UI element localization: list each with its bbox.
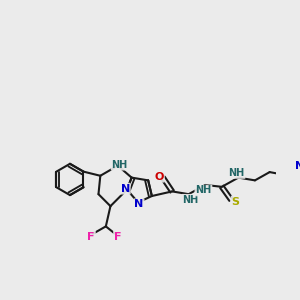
Text: NH: NH bbox=[182, 195, 199, 205]
Text: N: N bbox=[134, 199, 144, 209]
Text: S: S bbox=[232, 196, 240, 206]
Text: O: O bbox=[154, 172, 164, 182]
Text: N: N bbox=[296, 160, 300, 171]
Text: N: N bbox=[121, 184, 130, 194]
Text: NH: NH bbox=[195, 185, 212, 196]
Text: NH: NH bbox=[112, 160, 128, 170]
Text: F: F bbox=[87, 232, 95, 242]
Text: F: F bbox=[114, 232, 122, 242]
Text: NH: NH bbox=[228, 168, 245, 178]
